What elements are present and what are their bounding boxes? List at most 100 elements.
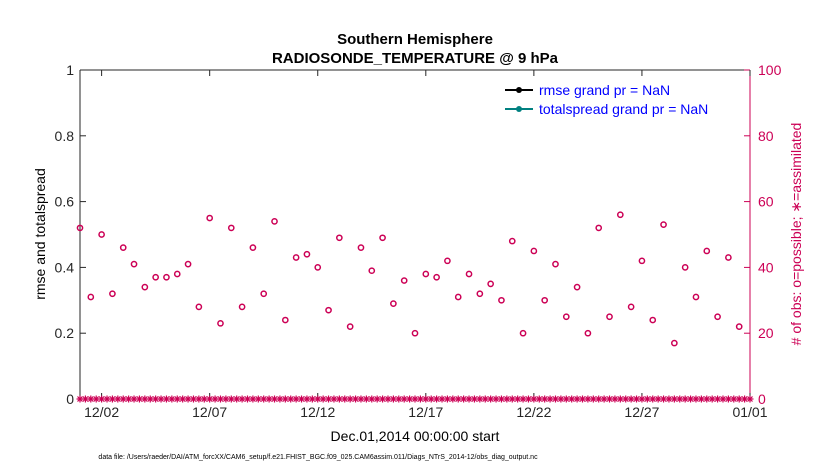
assimilated-star-stroke [595, 396, 602, 402]
possible-obs-point [552, 260, 559, 268]
assimilated-star-stroke [666, 396, 672, 402]
assimilated-star-stroke [579, 396, 586, 402]
possible-obs-point [595, 224, 603, 232]
y-tick-label: 0.8 [55, 128, 75, 144]
x-tick-label: 01/01 [732, 404, 767, 420]
assimilated-star-stroke [395, 396, 402, 402]
assimilated-star-stroke [563, 396, 570, 402]
assimilated-obs-point [708, 395, 716, 403]
assimilated-star-stroke [114, 396, 121, 402]
assimilated-obs-point [335, 395, 343, 403]
assimilated-star-stroke [693, 396, 699, 402]
possible-obs-point [476, 290, 484, 298]
possible-obs-point [530, 247, 538, 255]
assimilated-star-stroke [509, 396, 516, 402]
assimilated-star-stroke [714, 396, 721, 402]
assimilated-star-stroke [93, 396, 100, 402]
assimilated-obs-point [697, 395, 705, 403]
assimilated-star-stroke [460, 396, 467, 402]
possible-obs-point [649, 316, 657, 324]
assimilated-star-stroke [266, 396, 273, 402]
assimilated-star-stroke [293, 396, 300, 402]
possible-obs-point [703, 247, 711, 255]
assimilated-obs-point [325, 395, 333, 403]
assimilated-star-stroke [574, 396, 581, 402]
possible-obs-point [249, 244, 257, 252]
assimilated-star-stroke [682, 396, 689, 402]
assimilated-star-stroke [552, 396, 559, 402]
assimilated-star-stroke [249, 396, 256, 402]
x-tick-label: 12/22 [516, 404, 551, 420]
data-marks [76, 211, 754, 403]
assimilated-star-stroke [347, 396, 354, 402]
assimilated-star-stroke [190, 396, 197, 402]
assimilated-star-stroke [736, 396, 743, 402]
assimilated-star-stroke [239, 396, 246, 402]
y-right-tick-label: 60 [758, 194, 774, 210]
assimilated-star-stroke [98, 396, 105, 402]
assimilated-star-stroke [676, 396, 683, 402]
data-file-footer: data file: /Users/raeder/DAI/ATM_forcXX/… [98, 454, 538, 461]
assimilated-star-stroke [287, 396, 294, 402]
assimilated-obs-point [746, 395, 754, 403]
assimilated-obs-point [87, 395, 95, 403]
possible-obs-point [390, 300, 397, 307]
assimilated-star-stroke [320, 396, 327, 402]
y-axis-label: rmse and totalspread [32, 168, 48, 300]
assimilated-obs-point [649, 395, 657, 403]
assimilated-star-stroke [304, 396, 310, 402]
assimilated-obs-point [535, 395, 543, 403]
assimilated-star-stroke [168, 396, 175, 402]
x-tick-label: 12/27 [624, 404, 659, 420]
possible-obs-point [368, 267, 376, 275]
assimilated-star-stroke [422, 396, 429, 402]
assimilated-star-stroke [466, 396, 472, 402]
assimilated-star-stroke [433, 396, 440, 402]
legend-rmse-label: rmse grand pr = NaN [539, 82, 670, 98]
assimilated-obs-point [130, 395, 138, 403]
assimilated-obs-point [400, 395, 408, 403]
plot-area [80, 70, 750, 399]
assimilated-obs-point [98, 395, 106, 403]
legend-totalspread-marker [516, 106, 522, 112]
possible-obs-point [292, 254, 300, 261]
assimilated-star-stroke [141, 396, 148, 402]
assimilated-star-stroke [709, 396, 716, 402]
possible-obs-point [325, 306, 332, 314]
y-tick-label: 1 [66, 62, 74, 78]
y-tick-label: 0.4 [55, 259, 75, 275]
possible-obs-point [444, 257, 451, 265]
assimilated-obs-point [276, 395, 284, 403]
possible-obs-point [238, 303, 246, 311]
possible-obs-point [681, 264, 689, 271]
assimilated-star-stroke [87, 396, 94, 402]
assimilated-star-stroke [455, 396, 462, 402]
assimilated-star-stroke [655, 396, 662, 402]
assimilated-obs-point [546, 395, 554, 403]
x-tick-label: 12/17 [408, 404, 443, 420]
possible-obs-point [87, 293, 95, 301]
possible-obs-point [119, 244, 127, 252]
possible-obs-point [260, 290, 268, 298]
possible-obs-point [519, 329, 527, 337]
assimilated-star-stroke [514, 396, 521, 402]
assimilated-star-stroke [633, 396, 640, 402]
assimilated-star-stroke [406, 396, 413, 402]
chart-subtitle: RADIOSONDE_TEMPERATURE @ 9 hPa [272, 50, 559, 67]
assimilated-obs-point [433, 395, 441, 403]
assimilated-star-stroke [260, 396, 267, 402]
assimilated-obs-point [135, 395, 143, 403]
assimilated-star-stroke [368, 396, 375, 402]
x-tick-label: 12/07 [192, 404, 227, 420]
possible-obs-point [508, 237, 516, 245]
y-tick-label: 0.2 [55, 325, 75, 341]
assimilated-obs-point [298, 395, 306, 403]
assimilated-star-stroke [725, 396, 732, 402]
assimilated-star-stroke [622, 396, 629, 402]
possible-obs-point [465, 270, 473, 278]
assimilated-star-stroke [147, 396, 154, 402]
possible-obs-point [217, 319, 224, 327]
y-right-tick-label: 80 [758, 128, 774, 144]
possible-obs-point [346, 323, 354, 330]
assimilated-star-stroke [449, 396, 456, 402]
